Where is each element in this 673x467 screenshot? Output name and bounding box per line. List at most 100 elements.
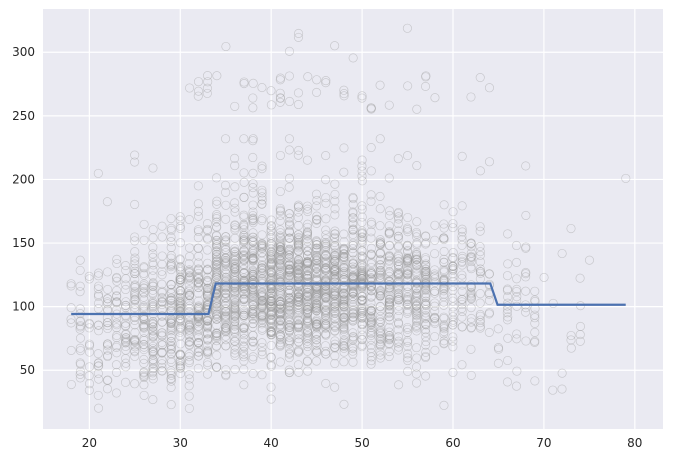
scatter-point [375,287,385,297]
scatter-point [166,243,176,253]
scatter-point [103,284,113,294]
scatter-point [148,281,158,291]
scatter-point [339,326,349,337]
scatter-point [357,307,367,317]
scatter-point [312,347,322,357]
scatter-point [230,336,240,346]
scatter-point [148,299,158,309]
scatter-point [148,341,158,351]
scatter-point [294,255,304,265]
scatter-point [202,321,212,331]
scatter-point [202,329,213,339]
scatter-point [266,287,276,297]
scatter-point [257,188,267,198]
scatter-point [448,332,458,342]
scatter-point [139,283,149,293]
scatter-point [312,284,322,295]
scatter-point [148,249,158,259]
scatter-point [320,291,331,301]
scatter-point [75,359,85,369]
scatter-point [148,331,158,341]
scatter-point [357,291,367,302]
scatter-point [348,259,358,269]
scatter-point [148,322,158,332]
scatter-point [348,248,358,258]
scatter-point [184,285,194,295]
scatter-point [330,308,340,318]
scatter-point [221,258,231,269]
scatter-point [220,134,231,144]
scatter-point [284,285,294,296]
scatter-point [439,235,449,245]
scatter-point [239,305,249,315]
scatter-point [220,289,231,299]
scatter-point [266,307,276,317]
scatter-point [266,260,276,270]
scatter-point [302,291,312,301]
scatter-point [448,312,458,322]
scatter-point [239,310,249,320]
scatter-point [302,276,312,286]
scatter-point [330,267,340,277]
scatter-point [303,305,313,315]
scatter-point [121,280,131,290]
scatter-point [348,314,358,324]
scatter-point [266,315,276,326]
scatter-point [257,297,267,307]
scatter-point [293,270,303,280]
scatter-point [211,257,222,267]
scatter-point [320,281,331,291]
scatter-point [403,254,413,264]
scatter-point [166,318,176,328]
scatter-point [275,304,285,314]
scatter-point [184,311,194,321]
scatter-point [175,215,185,225]
scatter-point [275,309,285,319]
scatter-point [439,246,449,256]
scatter-point [384,240,395,250]
scatter-point [321,322,331,332]
scatter-point [121,284,131,295]
scatter-point [375,248,386,258]
scatter-point [248,244,258,254]
scatter-point [248,218,258,228]
scatter-point [84,371,94,381]
scatter-point [502,301,512,311]
scatter-point [448,272,458,282]
scatter-point [311,345,322,355]
scatter-point [411,301,422,311]
scatter-point [284,250,294,260]
scatter-point [530,327,540,337]
scatter-point [293,315,303,325]
scatter-point [184,320,194,331]
scatter-point [448,261,458,271]
scatter-point [566,335,576,345]
scatter-point [330,233,340,243]
scatter-point [220,258,231,268]
scatter-point [266,261,276,271]
scatter-point [230,247,240,257]
scatter-point [366,316,376,326]
scatter-point [348,280,358,290]
scatter-point [112,297,122,307]
scatter-point [330,267,340,277]
scatter-point [66,345,76,355]
scatter-point [384,251,394,261]
scatter-point [212,332,222,342]
scatter-point [221,320,231,331]
scatter-point [130,379,140,389]
scatter-point [321,293,331,303]
scatter-point [384,255,394,265]
scatter-point [303,317,313,327]
scatter-point [230,182,240,192]
scatter-point [275,272,285,282]
scatter-point [330,342,340,352]
scatter-point [357,239,367,249]
scatter-point [248,256,258,266]
scatter-point [248,276,258,286]
scatter-point [139,340,149,350]
scatter-point [312,285,322,295]
scatter-point [339,89,349,99]
scatter-point [175,272,185,282]
scatter-point [312,262,322,272]
